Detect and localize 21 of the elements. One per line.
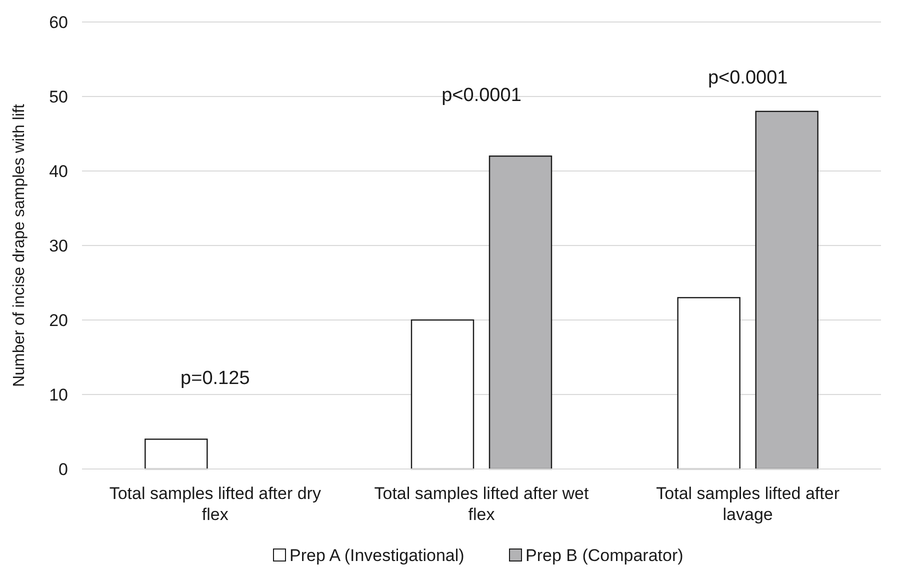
legend-label: Prep B (Comparator): [526, 546, 684, 565]
x-tick-label: Total samples lifted after dry flex: [109, 484, 322, 524]
y-tick-label: 60: [49, 12, 68, 32]
bar: [488, 156, 552, 470]
bar: [144, 438, 208, 470]
y-axis-title: Number of incise drape samples with lift: [11, 104, 28, 387]
y-tick-label: 30: [49, 236, 68, 256]
y-tick-label: 10: [49, 385, 68, 404]
bar: [755, 110, 818, 470]
bar: [410, 319, 474, 470]
y-tick-label: 0: [58, 460, 68, 479]
y-tick-label: 20: [49, 310, 68, 330]
x-tick-label: Total samples lifted after lavage: [656, 484, 840, 524]
legend-label: Prep A (Investigational): [290, 546, 464, 565]
annotation: p=0.125: [180, 368, 250, 389]
y-tick-label: 50: [49, 87, 68, 106]
y-tick-label: 40: [49, 162, 68, 181]
bar: [677, 297, 740, 470]
x-tick-label: Total samples lifted after wet flex: [374, 484, 590, 524]
annotation: p<0.0001: [442, 84, 522, 106]
annotation: p<0.0001: [708, 68, 788, 89]
